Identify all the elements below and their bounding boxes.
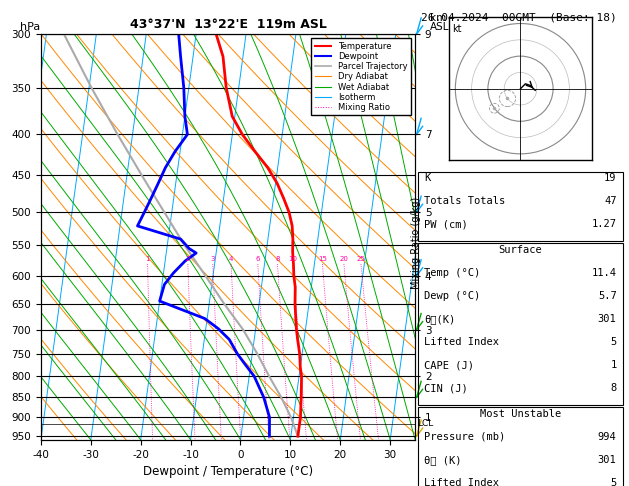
Text: 5.7: 5.7 (598, 291, 616, 301)
Text: km
ASL: km ASL (430, 13, 450, 32)
Legend: Temperature, Dewpoint, Parcel Trajectory, Dry Adiabat, Wet Adiabat, Isotherm, Mi: Temperature, Dewpoint, Parcel Trajectory… (311, 38, 411, 115)
Text: Surface: Surface (499, 245, 542, 255)
Text: 47: 47 (604, 196, 616, 206)
Text: Totals Totals: Totals Totals (425, 196, 506, 206)
Text: Pressure (mb): Pressure (mb) (425, 432, 506, 442)
Text: 1: 1 (610, 360, 616, 370)
Text: 26.04.2024  00GMT  (Base: 18): 26.04.2024 00GMT (Base: 18) (421, 12, 617, 22)
Text: 5: 5 (610, 337, 616, 347)
Text: Dewp (°C): Dewp (°C) (425, 291, 481, 301)
Text: 301: 301 (598, 314, 616, 324)
Text: hPa: hPa (20, 22, 40, 32)
Text: θᴇ (K): θᴇ (K) (425, 455, 462, 465)
Text: CIN (J): CIN (J) (425, 383, 468, 393)
Text: 3: 3 (211, 256, 215, 261)
Text: 10: 10 (289, 256, 298, 261)
Text: CAPE (J): CAPE (J) (425, 360, 474, 370)
Bar (418, 243, 623, 405)
Text: 25: 25 (357, 256, 365, 261)
Text: K: K (425, 173, 431, 183)
Text: Lifted Index: Lifted Index (425, 478, 499, 486)
Bar (418, 172, 623, 241)
Bar (418, 407, 623, 486)
Text: 11.4: 11.4 (592, 268, 616, 278)
X-axis label: Dewpoint / Temperature (°C): Dewpoint / Temperature (°C) (143, 465, 313, 478)
Text: kt: kt (452, 23, 462, 34)
Text: 15: 15 (318, 256, 327, 261)
Text: LCL: LCL (417, 419, 433, 428)
Text: 301: 301 (598, 455, 616, 465)
Text: 20: 20 (340, 256, 348, 261)
Text: 19: 19 (604, 173, 616, 183)
Text: 1: 1 (145, 256, 150, 261)
Text: 4: 4 (229, 256, 233, 261)
Text: 5: 5 (610, 478, 616, 486)
Text: 994: 994 (598, 432, 616, 442)
Text: 8: 8 (276, 256, 280, 261)
Title: 43°37'N  13°22'E  119m ASL: 43°37'N 13°22'E 119m ASL (130, 18, 326, 32)
Text: 2: 2 (186, 256, 190, 261)
Text: Lifted Index: Lifted Index (425, 337, 499, 347)
Text: θᴇ(K): θᴇ(K) (425, 314, 455, 324)
Text: Mixing Ratio (g/kg): Mixing Ratio (g/kg) (411, 197, 421, 289)
Text: 1.27: 1.27 (592, 219, 616, 229)
Text: PW (cm): PW (cm) (425, 219, 468, 229)
Text: 6: 6 (255, 256, 260, 261)
Text: 8: 8 (610, 383, 616, 393)
Text: Temp (°C): Temp (°C) (425, 268, 481, 278)
Text: Most Unstable: Most Unstable (480, 409, 561, 419)
